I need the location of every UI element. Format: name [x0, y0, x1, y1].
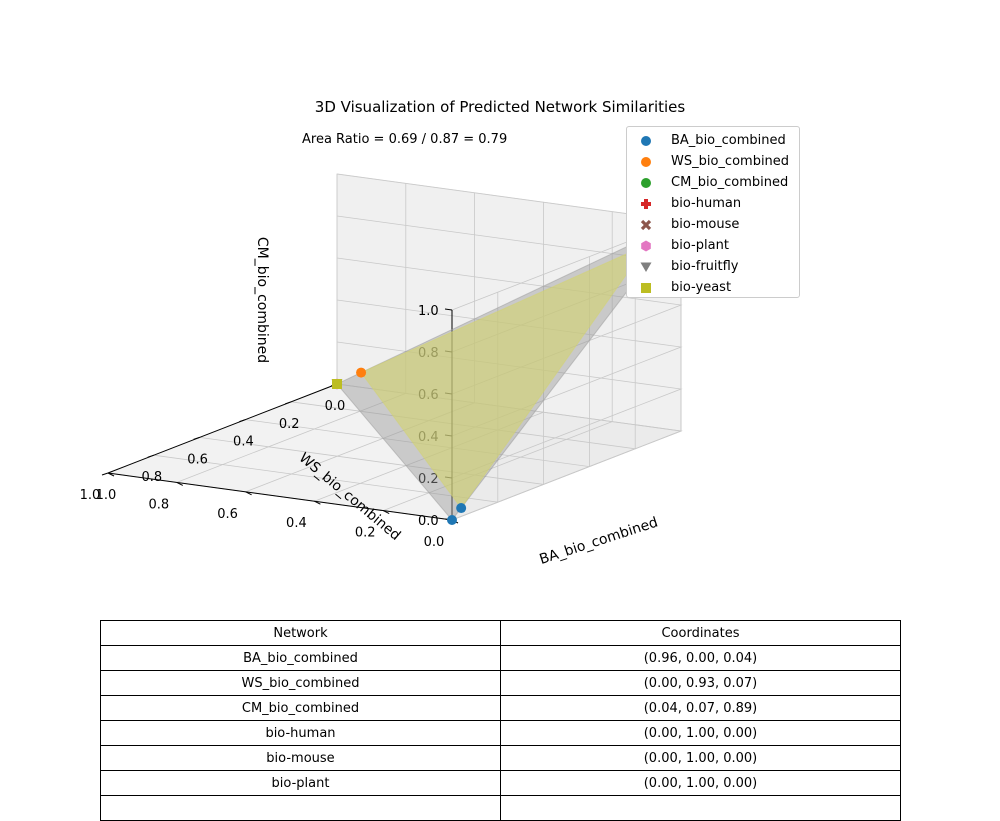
- y-tick: [314, 500, 321, 505]
- legend-label: bio-mouse: [671, 217, 740, 232]
- y-tick-label: 0.0: [424, 535, 445, 550]
- chart-3d-scatter: 3D Visualization of Predicted Network Si…: [80, 98, 686, 568]
- circle-marker-icon: [641, 135, 651, 146]
- z-axis-label: CM_bio_combined: [254, 237, 270, 363]
- table-cell: CM_bio_combined: [100, 695, 501, 721]
- plus-marker-icon: [641, 198, 651, 209]
- legend-item: BA_bio_combined: [637, 130, 786, 151]
- x-tick-label: 0.4: [233, 435, 254, 450]
- table-cell: (0.00, 1.00, 0.00): [500, 745, 901, 771]
- legend-label: BA_bio_combined: [671, 133, 786, 148]
- x-tick: [193, 436, 200, 440]
- x-axis-label: BA_bio_combined: [538, 514, 660, 567]
- table-cell: [500, 795, 901, 821]
- x-tick-label: 0.6: [187, 452, 208, 467]
- data-point: [456, 503, 467, 514]
- y-tick: [245, 491, 252, 496]
- area-ratio-annotation: Area Ratio = 0.69 / 0.87 = 0.79: [302, 132, 507, 147]
- table-header-row: Network Coordinates: [100, 620, 901, 646]
- hexagon-marker-icon: [641, 240, 651, 251]
- circle-marker-icon: [641, 156, 651, 167]
- legend-label: bio-fruitfly: [671, 259, 739, 274]
- legend-label: CM_bio_combined: [671, 175, 789, 190]
- table-row: CM_bio_combined (0.04, 0.07, 0.89): [100, 695, 901, 721]
- x-axis-line: [107, 383, 338, 474]
- x-tick: [285, 401, 292, 405]
- legend: BA_bio_combined WS_bio_combined CM_bio_c…: [626, 126, 800, 298]
- table-row: bio-plant (0.00, 1.00, 0.00): [100, 770, 901, 796]
- legend-label: bio-human: [671, 196, 742, 211]
- triangle-surfaces: [336, 220, 682, 521]
- x-tick-label: 0.8: [141, 470, 162, 485]
- y-tick: [107, 472, 115, 477]
- triangle-surface: [360, 243, 650, 509]
- axis-panes: [106, 173, 683, 521]
- table-cell: WS_bio_combined: [100, 670, 501, 696]
- y-tick-label: 0.2: [355, 526, 376, 541]
- legend-label: WS_bio_combined: [671, 154, 790, 169]
- x-tick-label: 0.2: [279, 417, 300, 432]
- legend-item: bio-mouse: [637, 214, 739, 235]
- table-cell: (0.00, 1.00, 0.00): [500, 770, 901, 796]
- table-cell: (0.00, 1.00, 0.00): [500, 720, 901, 746]
- table-row: bio-mouse (0.00, 1.00, 0.00): [100, 745, 901, 771]
- x-tick: [147, 454, 154, 458]
- z-tick-label: 1.0: [418, 304, 439, 319]
- y-tick: [176, 481, 184, 486]
- legend-item: CM_bio_combined: [637, 172, 788, 193]
- legend-label: bio-plant: [671, 238, 729, 253]
- y-tick-label: 1.0: [80, 488, 101, 503]
- chart-title: 3D Visualization of Predicted Network Si…: [315, 98, 686, 116]
- y-tick-label: 0.4: [286, 516, 307, 531]
- legend-item: WS_bio_combined: [637, 151, 789, 172]
- z-tick: [444, 308, 453, 311]
- x-tick-label: 1.0: [96, 488, 117, 503]
- table-row: WS_bio_combined (0.00, 0.93, 0.07): [100, 670, 901, 696]
- table-cell: (0.96, 0.00, 0.04): [500, 645, 901, 671]
- triangle-down-marker-icon: [640, 262, 652, 272]
- table-header-cell: Coordinates: [500, 620, 901, 646]
- x-tick: [101, 472, 109, 476]
- z-tick-label: 0.2: [418, 472, 439, 487]
- table-cell: bio-plant: [100, 770, 501, 796]
- z-tick-label: 0.0: [418, 514, 439, 529]
- data-point: [332, 379, 342, 389]
- table-row: BA_bio_combined (0.96, 0.00, 0.04): [100, 645, 901, 671]
- data-point: [356, 367, 367, 378]
- circle-marker-icon: [641, 177, 651, 188]
- table-row: bio-human (0.00, 1.00, 0.00): [100, 720, 901, 746]
- data-point: [447, 515, 457, 525]
- table-cell: (0.04, 0.07, 0.89): [500, 695, 901, 721]
- legend-item: bio-yeast: [637, 277, 731, 298]
- x-marker-icon: [640, 219, 652, 230]
- legend-item: bio-human: [637, 193, 741, 214]
- y-tick: [382, 510, 390, 515]
- table-cell: [100, 795, 501, 821]
- square-marker-icon: [641, 282, 651, 293]
- y-tick-label: 0.8: [148, 497, 169, 512]
- table-cell: bio-mouse: [100, 745, 501, 771]
- table-row: [100, 795, 901, 821]
- legend-item: bio-fruitfly: [637, 256, 739, 277]
- y-tick-label: 0.6: [217, 507, 238, 522]
- table-cell: bio-human: [100, 720, 501, 746]
- table-cell: BA_bio_combined: [100, 645, 501, 671]
- x-tick-label: 0.0: [325, 399, 346, 414]
- legend-item: bio-plant: [637, 235, 729, 256]
- table-cell: (0.00, 0.93, 0.07): [500, 670, 901, 696]
- y-axis-line: [107, 472, 453, 521]
- table-header-cell: Network: [100, 620, 501, 646]
- coordinates-table: Network Coordinates BA_bio_combined (0.9…: [100, 620, 901, 821]
- legend-label: bio-yeast: [671, 280, 732, 295]
- x-tick: [239, 419, 246, 423]
